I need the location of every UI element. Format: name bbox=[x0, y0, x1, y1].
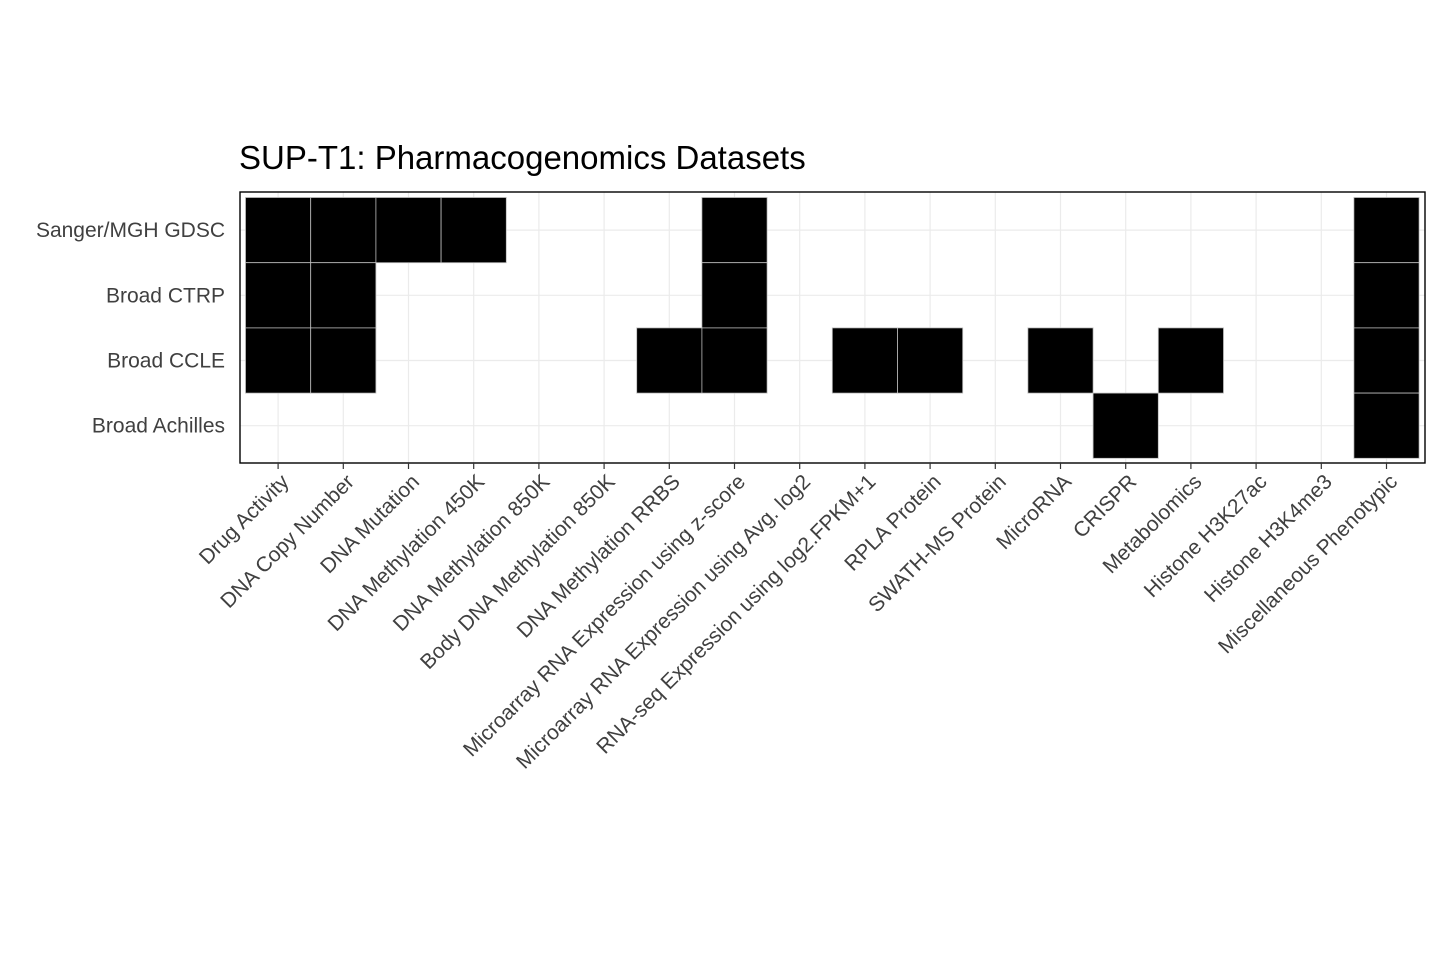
cell-sanger-mgh-gdsc-drug-activity bbox=[245, 197, 312, 264]
y-label-broad-achilles: Broad Achilles bbox=[92, 415, 225, 438]
heatmap-cells bbox=[245, 197, 1420, 459]
y-label-broad-ccle: Broad CCLE bbox=[107, 350, 225, 373]
cell-broad-ctrp-microarray-rna-expression-using-z-score bbox=[701, 262, 768, 329]
y-label-broad-ctrp: Broad CTRP bbox=[106, 284, 225, 307]
x-label-histone-h3k27ac: Histone H3K27ac bbox=[1140, 470, 1272, 602]
cell-broad-ccle-microarray-rna-expression-using-z-score bbox=[701, 327, 768, 394]
cell-sanger-mgh-gdsc-dna-mutation bbox=[375, 197, 442, 264]
cell-broad-achilles-miscellaneous-phenotypic bbox=[1353, 392, 1420, 459]
y-label-sanger-mgh-gdsc: Sanger/MGH GDSC bbox=[36, 219, 225, 242]
cell-broad-ctrp-miscellaneous-phenotypic bbox=[1353, 262, 1420, 329]
cell-sanger-mgh-gdsc-miscellaneous-phenotypic bbox=[1353, 197, 1420, 264]
y-axis-labels: Sanger/MGH GDSC Broad CTRP Broad CCLE Broad… bbox=[36, 219, 225, 438]
cell-broad-ccle-microrna bbox=[1027, 327, 1094, 394]
cell-sanger-mgh-gdsc-dna-copy-number bbox=[310, 197, 377, 264]
chart-title: SUP-T1: Pharmacogenomics Datasets bbox=[239, 139, 806, 176]
x-axis-ticks bbox=[277, 463, 1388, 469]
cell-sanger-mgh-gdsc-microarray-rna-expression-using-z-score bbox=[701, 197, 768, 264]
panel-border bbox=[239, 191, 1426, 464]
cell-broad-ccle-miscellaneous-phenotypic bbox=[1353, 327, 1420, 394]
cell-broad-ccle-rpla-protein bbox=[897, 327, 964, 394]
cell-broad-achilles-crispr bbox=[1092, 392, 1159, 459]
cell-sanger-mgh-gdsc-dna-methylation-450k bbox=[440, 197, 507, 264]
cell-broad-ccle-metabolomics bbox=[1157, 327, 1224, 394]
cell-broad-ccle-dna-methylation-rrbs bbox=[636, 327, 703, 394]
cell-broad-ctrp-dna-copy-number bbox=[310, 262, 377, 329]
cell-broad-ccle-dna-copy-number bbox=[310, 327, 377, 394]
cell-broad-ctrp-drug-activity bbox=[245, 262, 312, 329]
cell-broad-ccle-rna-seq-expression-using-log2-fpkm-1 bbox=[831, 327, 898, 394]
cell-broad-ccle-drug-activity bbox=[245, 327, 312, 394]
